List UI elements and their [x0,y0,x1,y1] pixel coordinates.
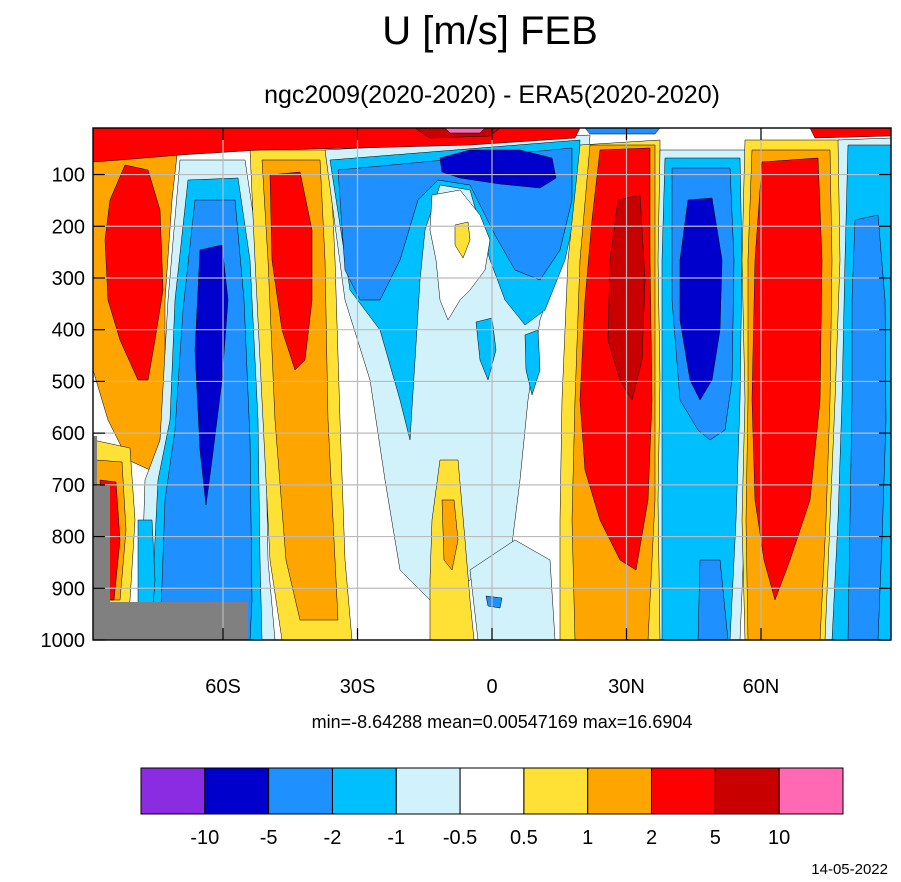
chart-title: U [m/s] FEB [382,9,598,53]
y-tick-label: 900 [52,578,85,600]
x-tick-label: 60N [743,676,780,698]
y-tick-label: 600 [52,423,85,445]
band-sh-neg-darkblue [194,244,229,506]
colorbar-label: 1 [582,827,593,849]
chart-subtitle: ngc2009(2020-2020) - ERA5(2020-2020) [264,81,720,109]
band-trop-cyan-drop2 [524,329,541,396]
colorbar-swatch [587,767,653,815]
colorbar-label: -0.5 [443,827,477,849]
x-tick-label: 30S [340,676,376,698]
band-trop-white-core [429,189,491,321]
y-tick-label: 1000 [41,630,86,652]
colorbar-label: -5 [260,827,278,849]
colorbar-swatch [651,767,716,815]
plot-area: 60S 30S 0 30N 60N 100 200 300 400 500 600 700 800 900… [41,127,892,698]
colorbar-swatch [140,767,206,815]
y-tick-label: 200 [52,216,85,238]
y-tick-label: 400 [52,320,85,342]
grid [93,128,891,640]
x-tick-label: 30N [608,676,645,698]
x-tick-label: 60S [205,676,241,698]
colorbar-label: 10 [768,827,790,849]
band-sh-sub-red [269,171,313,371]
band-trop-neg-blue [337,147,573,301]
y-tick-label: 700 [52,475,85,497]
plot-frame [92,127,892,641]
colorbar-swatch [204,767,270,815]
colorbar-swatch [778,767,844,815]
colorbar-label: 5 [710,827,721,849]
band-trop-low-cyan [485,595,503,609]
x-tick-label: 0 [486,676,497,698]
band-trop-low-lightblue [469,539,556,640]
band-trop-yellow-spot [454,221,471,259]
colorbar-swatch [459,767,525,815]
colorbar: -10 -5 -2 -1 -0.5 0.5 1 2 5 10 [140,767,844,849]
band-sh-polar-red [104,164,164,381]
colorbar-swatch [714,767,780,815]
colorbar-swatch [331,767,397,815]
y-tick-label: 300 [52,268,85,290]
colorbar-swatch [523,767,589,815]
colorbar-label: -1 [387,827,405,849]
band-nh-arctic-blue [847,214,887,640]
stats-line: min=-8.64288 mean=0.00547169 max=16.6904 [312,712,693,732]
colorbar-swatch [395,767,461,815]
y-tick-label: 500 [52,371,85,393]
band-top-pink [444,128,486,134]
y-tick-label: 800 [52,527,85,549]
band-top-nh-blue [584,128,661,135]
topography-mask [93,436,248,640]
colorbar-label: 2 [646,827,657,849]
colorbar-swatch [268,767,333,815]
y-tick-label: 100 [52,165,85,187]
colorbar-label: -10 [190,827,219,849]
band-nh-pol-red [751,157,823,601]
colorbar-label: -2 [324,827,342,849]
colorbar-label: 0.5 [510,827,538,849]
band-top-nh-red [809,128,891,139]
band-trop-low-orange [441,499,459,571]
band-nh-neg-darkblue [679,197,723,401]
date-stamp: 14-05-2022 [811,861,888,878]
band-nh-neg-lowblue [697,559,729,640]
